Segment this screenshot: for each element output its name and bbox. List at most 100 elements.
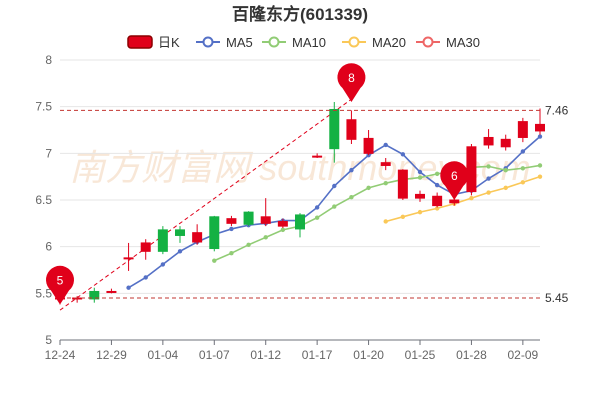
- candle-body: [483, 136, 494, 146]
- candle-body: [89, 290, 100, 300]
- candle-body: [157, 229, 168, 252]
- candle-body: [260, 216, 271, 224]
- candle-body: [192, 232, 203, 243]
- ma10-point: [417, 175, 423, 180]
- candle-body: [517, 121, 528, 138]
- candle-body: [329, 108, 340, 150]
- ma20-point: [434, 206, 440, 211]
- y-tick-label: 5: [45, 333, 52, 347]
- x-tick-label: 01-04: [148, 348, 179, 362]
- marker-label: 8: [348, 71, 355, 85]
- candle-body: [380, 162, 391, 166]
- ma5-point: [229, 226, 234, 232]
- ma5-point: [434, 182, 440, 188]
- x-tick-label: 01-12: [250, 348, 281, 362]
- candle-body: [226, 218, 237, 224]
- candle-body: [209, 216, 220, 250]
- candle-body: [123, 257, 134, 260]
- x-tick-label: 02-09: [508, 348, 539, 362]
- legend-label: 日K: [158, 35, 180, 50]
- ma20-point: [400, 214, 406, 219]
- legend-swatch-dot: [348, 36, 360, 48]
- trend-line: [59, 98, 352, 311]
- ma20-point: [469, 195, 474, 201]
- reference-lines: 7.46 5.45: [60, 103, 569, 305]
- ma20-point: [520, 180, 526, 185]
- candle-body: [346, 119, 357, 140]
- ma10-point: [229, 251, 234, 256]
- y-axis: 5 5.5 6 6.5 7 7.5 8: [35, 53, 52, 347]
- candle-body: [295, 214, 305, 230]
- ma10-line: [213, 164, 541, 262]
- marker-pin: [46, 265, 75, 305]
- ma5-point: [400, 152, 406, 157]
- marker-label: 6: [451, 169, 458, 183]
- x-tick-label: 01-20: [353, 348, 384, 362]
- x-axis: 12-24 12-29 01-04 01-07 01-12 01-17 01-20 01-25…: [45, 339, 540, 362]
- marker-label: 5: [57, 274, 64, 288]
- ma10-point: [246, 242, 251, 247]
- ma10-point: [434, 171, 440, 177]
- ma10-point: [503, 167, 508, 173]
- candle-body: [449, 199, 460, 204]
- x-tick-label: 01-07: [199, 348, 230, 362]
- ma5-point: [520, 149, 526, 154]
- candle-body: [363, 137, 374, 154]
- candle-body: [432, 195, 443, 207]
- candle-body: [415, 193, 425, 199]
- ma10-point: [332, 204, 337, 209]
- ma5-point: [417, 169, 423, 175]
- x-tick-label: 12-29: [96, 348, 127, 362]
- ma10-point: [383, 181, 388, 186]
- candles: [55, 102, 545, 305]
- ma5-point: [314, 205, 320, 210]
- ma10-point: [212, 258, 217, 263]
- ma20-point: [486, 190, 491, 195]
- ma10-point: [314, 215, 320, 220]
- candle-body: [243, 211, 254, 225]
- candle-body: [466, 146, 477, 193]
- ma10-point: [263, 235, 268, 240]
- legend-label: MA10: [292, 35, 326, 50]
- ma10-point: [520, 166, 526, 171]
- y-tick-label: 7.5: [35, 100, 52, 114]
- candle-body: [106, 290, 117, 293]
- reference-line-label: 7.46: [545, 103, 569, 117]
- marker-pin: [440, 161, 469, 200]
- candle-body: [175, 229, 185, 236]
- y-tick-label: 5.5: [35, 286, 52, 300]
- y-tick-label: 8: [45, 53, 52, 67]
- marker-pin: [337, 63, 366, 102]
- x-tick-label: 01-25: [405, 348, 436, 362]
- x-tick-label: 01-17: [302, 348, 333, 362]
- ma10-point: [537, 163, 543, 168]
- ma5-point: [332, 183, 337, 189]
- ma5-point: [486, 176, 491, 181]
- ma5-point: [126, 285, 131, 290]
- y-tick-label: 6.5: [35, 193, 52, 207]
- legend: 日K MA5 MA10 MA20 MA30: [127, 35, 480, 50]
- candle-body: [535, 123, 545, 132]
- ma5-point: [383, 142, 388, 148]
- legend-swatch-dot: [202, 36, 214, 48]
- chart-title: 百隆东方(601339): [232, 4, 368, 24]
- candle-body: [277, 220, 288, 227]
- ma20-point: [383, 219, 388, 224]
- candle-body: [312, 155, 323, 158]
- legend-swatch-dot: [422, 36, 434, 48]
- ma5-point: [160, 262, 166, 267]
- ma10-point: [280, 227, 286, 233]
- ma10-point: [486, 164, 491, 169]
- legend-label: MA20: [372, 35, 406, 50]
- ma5-point: [537, 134, 543, 139]
- ma20-line: [385, 175, 541, 223]
- y-tick-label: 7: [45, 146, 52, 160]
- legend-label: MA30: [446, 35, 480, 50]
- candle-body: [140, 242, 151, 252]
- ma5-point: [177, 249, 183, 254]
- x-tick-label: 12-24: [45, 348, 76, 362]
- ma10-point: [349, 195, 354, 200]
- reference-line-label: 5.45: [545, 291, 569, 305]
- x-tick-label: 01-28: [456, 348, 487, 362]
